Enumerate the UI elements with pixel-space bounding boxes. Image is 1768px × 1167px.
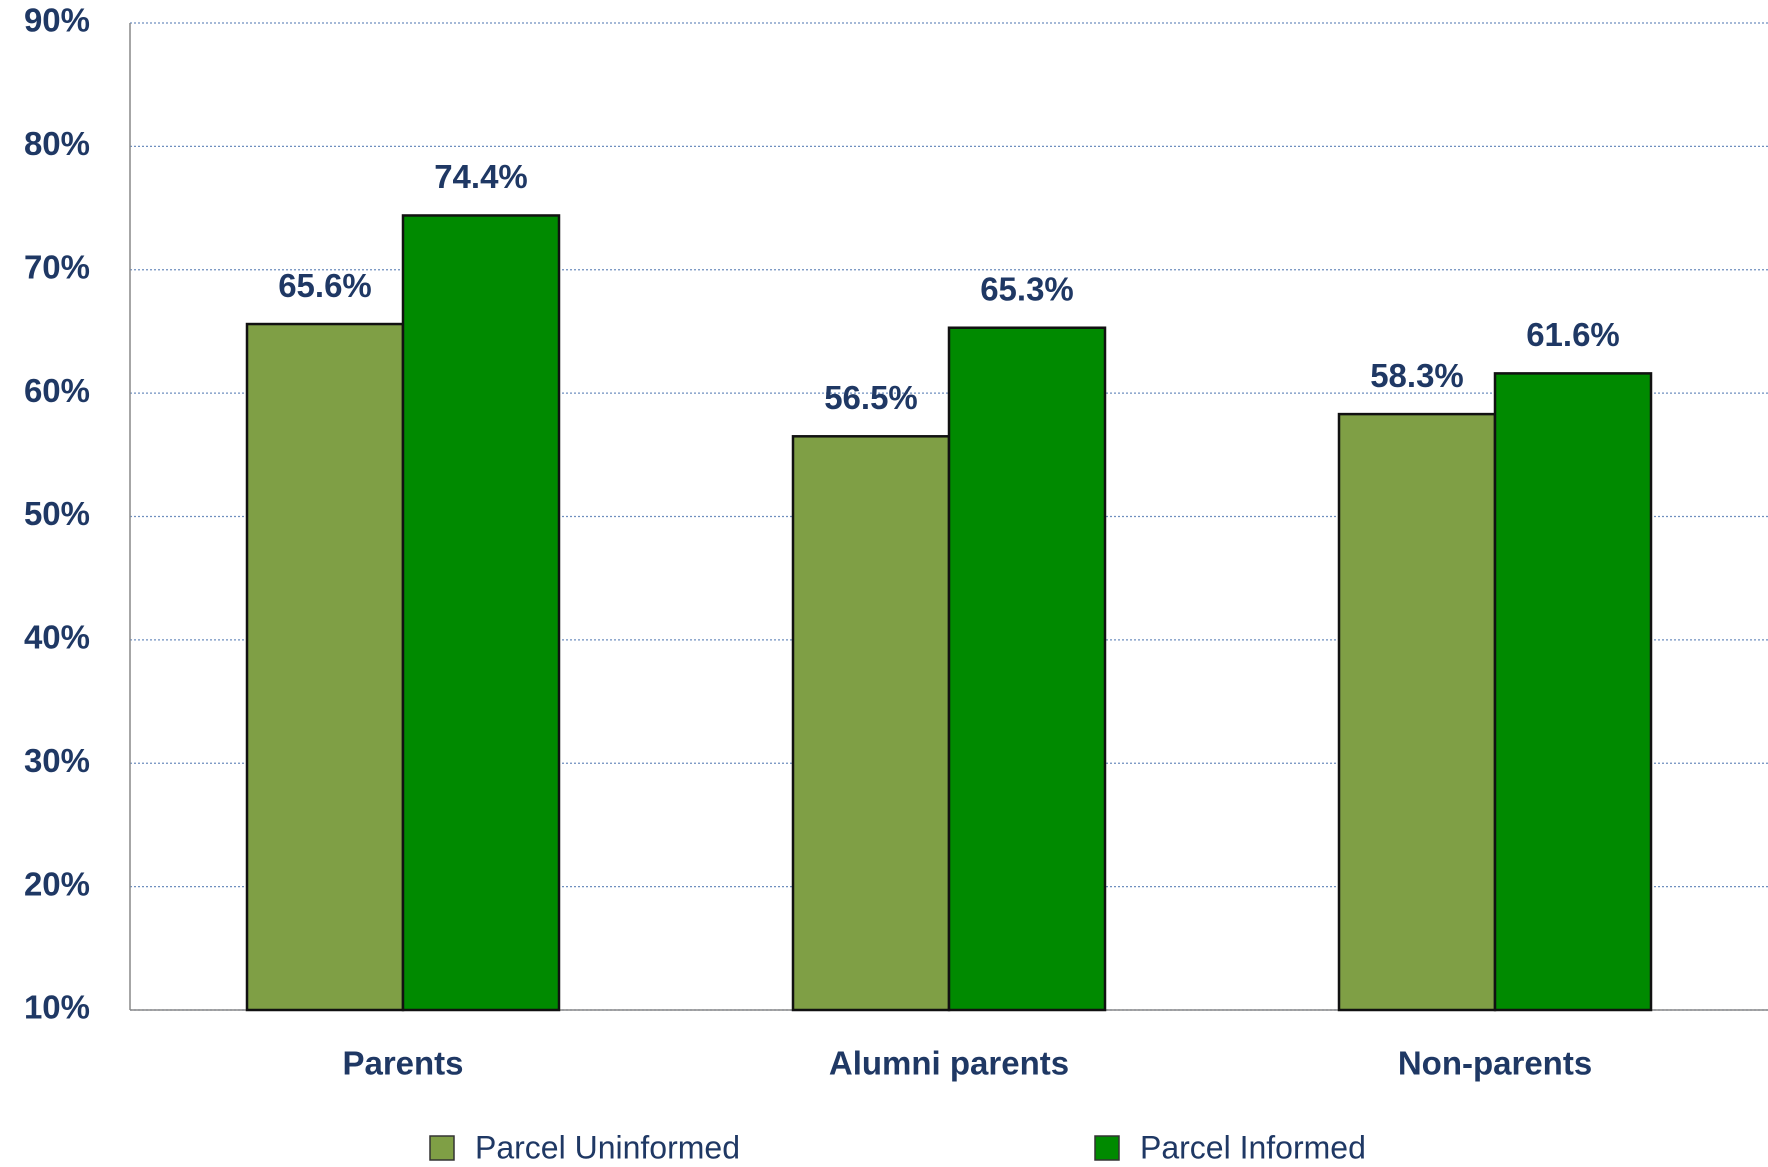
page: 10% 20% 30% 40% 50% 60% 70% 80% 90% Parents 65.6% 7… bbox=[0, 0, 1768, 1167]
y-tick-label: 40% bbox=[24, 619, 90, 656]
bar bbox=[793, 436, 949, 1010]
legend-marker bbox=[430, 1136, 454, 1160]
y-tick-label: 20% bbox=[24, 865, 90, 902]
y-tick-label: 10% bbox=[24, 989, 90, 1026]
y-tick-label: 70% bbox=[24, 248, 90, 285]
bar bbox=[949, 328, 1105, 1010]
value-label: 56.5% bbox=[824, 379, 918, 416]
x-tick-label: Alumni parents bbox=[829, 1045, 1069, 1082]
legend-marker bbox=[1095, 1136, 1119, 1160]
legend-label: Parcel Uninformed bbox=[475, 1129, 740, 1165]
bar bbox=[1339, 414, 1495, 1010]
bar bbox=[403, 215, 559, 1010]
y-tick-label: 90% bbox=[24, 2, 90, 39]
value-label: 74.4% bbox=[434, 158, 528, 195]
value-label: 65.6% bbox=[278, 267, 372, 304]
value-label: 58.3% bbox=[1370, 357, 1464, 394]
value-label: 65.3% bbox=[980, 270, 1074, 307]
x-tick-label: Non-parents bbox=[1398, 1045, 1592, 1082]
y-tick-label: 60% bbox=[24, 372, 90, 409]
chart: 10% 20% 30% 40% 50% 60% 70% 80% 90% Parents 65.6% 7… bbox=[0, 0, 1768, 1167]
y-tick-label: 50% bbox=[24, 495, 90, 532]
value-label: 61.6% bbox=[1526, 316, 1620, 353]
y-tick-label: 80% bbox=[24, 125, 90, 162]
x-tick-label: Parents bbox=[342, 1045, 463, 1082]
y-tick-label: 30% bbox=[24, 742, 90, 779]
legend-label: Parcel Informed bbox=[1140, 1129, 1366, 1165]
bar bbox=[1495, 373, 1651, 1010]
bar bbox=[247, 324, 403, 1010]
